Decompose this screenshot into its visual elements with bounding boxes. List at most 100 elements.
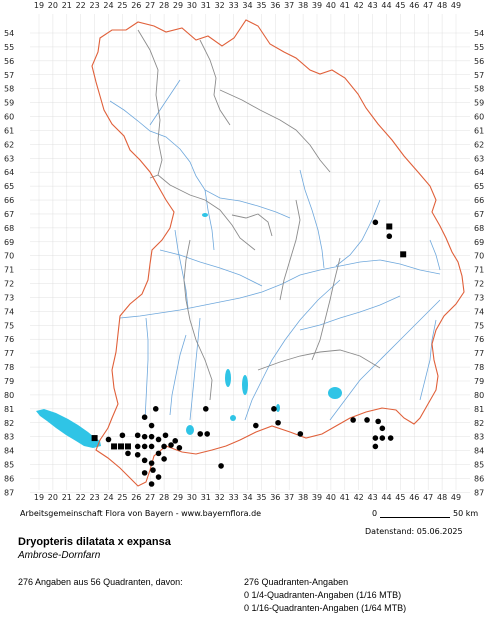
y-tick-label-left: 79 — [4, 377, 14, 386]
y-tick-label-right: 64 — [474, 168, 484, 177]
x-tick-label-bottom: 42 — [354, 493, 364, 502]
walchensee — [230, 415, 236, 421]
x-tick-label-bottom: 31 — [201, 493, 211, 502]
record-marker-dot — [148, 443, 155, 450]
x-tick-label-bottom: 23 — [90, 493, 100, 502]
y-tick-label-right: 58 — [474, 85, 484, 94]
y-tick-label-right: 77 — [474, 349, 484, 358]
x-tick-label-bottom: 48 — [437, 493, 447, 502]
record-marker-dot — [161, 443, 167, 450]
y-tick-label-left: 75 — [4, 321, 14, 330]
x-tick-label-bottom: 19 — [34, 493, 44, 502]
record-marker-dot — [148, 481, 155, 487]
record-marker-dot — [148, 460, 155, 466]
y-tick-label-right: 84 — [474, 447, 484, 456]
y-tick-label-left: 86 — [4, 474, 14, 483]
record-marker-dot — [379, 425, 386, 432]
border-oberpfalz — [279, 199, 301, 301]
x-tick-label-bottom: 41 — [340, 493, 350, 502]
x-tick-label-top: 25 — [117, 1, 127, 10]
river-altmuehl — [159, 249, 263, 287]
y-tick-label-right: 59 — [474, 99, 484, 108]
y-tick-label-left: 66 — [4, 196, 14, 205]
record-marker-dot — [379, 435, 386, 441]
y-tick-label-right: 69 — [474, 238, 484, 247]
river-wernitz — [174, 229, 189, 309]
record-marker-dot — [148, 433, 155, 440]
x-tick-label-bottom: 26 — [131, 493, 141, 502]
y-tick-label-right: 87 — [474, 488, 484, 497]
river-wertach — [169, 334, 187, 416]
record-marker-dot — [204, 431, 210, 437]
y-tick-label-right: 80 — [474, 391, 484, 400]
y-tick-label-right: 62 — [474, 140, 484, 149]
data-date: Datenstand: 05.06.2025 — [365, 527, 463, 536]
border-mittelfranken — [157, 174, 256, 251]
x-tick-label-bottom: 46 — [409, 493, 419, 502]
record-marker-dot — [150, 467, 156, 473]
x-tick-label-top: 49 — [451, 1, 461, 10]
x-tick-label-top: 29 — [173, 1, 183, 10]
river-inn — [329, 299, 441, 421]
record-marker-dot — [162, 432, 169, 439]
x-tick-label-top: 38 — [298, 1, 308, 10]
chiemsee — [328, 387, 342, 399]
record-marker-dot — [386, 233, 393, 240]
y-tick-label-right: 73 — [474, 293, 484, 302]
y-tick-label-left: 78 — [4, 363, 14, 372]
river-iller — [144, 317, 149, 421]
x-tick-label-top: 45 — [395, 1, 405, 10]
river-regnitz — [204, 189, 215, 251]
ammersee — [225, 369, 231, 387]
x-tick-label-bottom: 25 — [117, 493, 127, 502]
x-tick-label-top: 40 — [326, 1, 336, 10]
record-summary: 276 Angaben aus 56 Quadranten, davon: — [18, 577, 183, 587]
y-tick-label-left: 77 — [4, 349, 14, 358]
record-marker-dot — [134, 451, 141, 458]
record-marker-square — [91, 435, 98, 442]
x-tick-label-bottom: 39 — [312, 493, 322, 502]
x-tick-label-bottom: 43 — [368, 493, 378, 502]
district-borders — [137, 29, 381, 401]
x-tick-label-bottom: 37 — [284, 493, 294, 502]
brombachsee — [202, 213, 208, 217]
y-tick-label-right: 67 — [474, 210, 484, 219]
x-tick-label-bottom: 49 — [451, 493, 461, 502]
y-tick-label-right: 63 — [474, 154, 484, 163]
y-tick-label-left: 62 — [4, 140, 14, 149]
y-tick-label-right: 60 — [474, 113, 484, 122]
y-tick-label-right: 82 — [474, 419, 484, 428]
record-marker-dot — [155, 436, 162, 443]
grid-tick-labels: 1919202021212222232324242525262627272828… — [4, 1, 484, 502]
y-tick-label-right: 72 — [474, 280, 484, 289]
x-tick-label-top: 28 — [159, 1, 169, 10]
x-tick-label-top: 23 — [90, 1, 100, 10]
record-markers — [91, 219, 407, 487]
record-marker-dot — [134, 432, 141, 439]
forggensee — [186, 425, 194, 435]
y-tick-label-left: 82 — [4, 419, 14, 428]
tegernsee — [276, 404, 280, 412]
record-marker-dot — [152, 406, 159, 412]
x-tick-label-top: 48 — [437, 1, 447, 10]
scale-end-label: 50 km — [453, 509, 479, 518]
record-marker-dot — [176, 445, 183, 451]
y-tick-label-left: 87 — [4, 488, 14, 497]
border-oberbayern — [257, 349, 381, 371]
y-tick-label-left: 60 — [4, 113, 14, 122]
x-tick-label-top: 33 — [229, 1, 239, 10]
y-tick-label-left: 80 — [4, 391, 14, 400]
scale-zero-label: 0 — [372, 509, 378, 518]
record-marker-dot — [172, 438, 179, 444]
y-tick-label-left: 81 — [4, 405, 14, 414]
record-marker-dot — [168, 442, 174, 448]
record-marker-dot — [141, 443, 148, 450]
x-tick-label-bottom: 44 — [381, 493, 391, 502]
record-marker-dot — [105, 436, 112, 443]
x-tick-label-bottom: 47 — [423, 493, 433, 502]
x-tick-label-top: 26 — [131, 1, 141, 10]
record-marker-square — [111, 443, 118, 450]
y-tick-label-left: 55 — [4, 43, 14, 52]
record-marker-dot — [148, 422, 155, 429]
x-tick-label-top: 21 — [62, 1, 72, 10]
